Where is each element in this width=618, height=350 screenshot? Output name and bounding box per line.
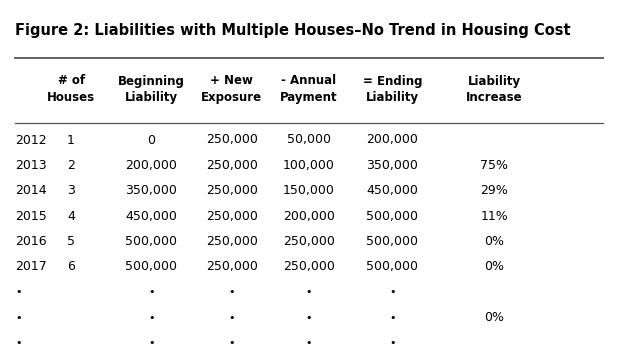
- Text: 11%: 11%: [481, 210, 508, 223]
- Text: 250,000: 250,000: [206, 184, 258, 197]
- Text: 1: 1: [67, 133, 75, 147]
- Text: 150,000: 150,000: [283, 184, 335, 197]
- Text: •: •: [389, 338, 396, 348]
- Text: 0%: 0%: [485, 260, 504, 273]
- Text: 2: 2: [67, 159, 75, 172]
- Text: 2012: 2012: [15, 133, 47, 147]
- Text: 200,000: 200,000: [366, 133, 418, 147]
- Text: 500,000: 500,000: [366, 235, 418, 248]
- Text: 200,000: 200,000: [283, 210, 335, 223]
- Text: 200,000: 200,000: [125, 159, 177, 172]
- Text: •: •: [306, 313, 312, 323]
- Text: •: •: [229, 287, 235, 297]
- Text: 450,000: 450,000: [366, 184, 418, 197]
- Text: •: •: [148, 338, 154, 348]
- Text: •: •: [148, 313, 154, 323]
- Text: •: •: [389, 313, 396, 323]
- Text: 500,000: 500,000: [125, 260, 177, 273]
- Text: 250,000: 250,000: [283, 235, 335, 248]
- Text: 250,000: 250,000: [206, 133, 258, 147]
- Text: 75%: 75%: [480, 159, 509, 172]
- Text: •: •: [15, 338, 22, 348]
- Text: •: •: [15, 313, 22, 323]
- Text: 2015: 2015: [15, 210, 47, 223]
- Text: •: •: [389, 287, 396, 297]
- Text: 350,000: 350,000: [125, 184, 177, 197]
- Text: •: •: [306, 338, 312, 348]
- Text: 500,000: 500,000: [125, 235, 177, 248]
- Text: •: •: [229, 338, 235, 348]
- Text: 250,000: 250,000: [206, 260, 258, 273]
- Text: 4: 4: [67, 210, 75, 223]
- Text: 0%: 0%: [485, 311, 504, 324]
- Text: Liability
Increase: Liability Increase: [466, 75, 523, 104]
- Text: Figure 2: Liabilities with Multiple Houses–No Trend in Housing Cost: Figure 2: Liabilities with Multiple Hous…: [15, 23, 571, 38]
- Text: 250,000: 250,000: [283, 260, 335, 273]
- Text: - Annual
Payment: - Annual Payment: [280, 75, 338, 104]
- Text: •: •: [306, 287, 312, 297]
- Text: 350,000: 350,000: [366, 159, 418, 172]
- Text: 0: 0: [148, 133, 155, 147]
- Text: 50,000: 50,000: [287, 133, 331, 147]
- Text: 100,000: 100,000: [283, 159, 335, 172]
- Text: •: •: [15, 287, 22, 297]
- Text: •: •: [148, 287, 154, 297]
- Text: + New
Exposure: + New Exposure: [201, 75, 262, 104]
- Text: 29%: 29%: [481, 184, 508, 197]
- Text: 2017: 2017: [15, 260, 47, 273]
- Text: 2016: 2016: [15, 235, 47, 248]
- Text: 5: 5: [67, 235, 75, 248]
- Text: 500,000: 500,000: [366, 260, 418, 273]
- Text: 250,000: 250,000: [206, 235, 258, 248]
- Text: # of
Houses: # of Houses: [47, 75, 95, 104]
- Text: •: •: [229, 313, 235, 323]
- Text: 6: 6: [67, 260, 75, 273]
- Text: 250,000: 250,000: [206, 159, 258, 172]
- Text: 2013: 2013: [15, 159, 47, 172]
- Text: 3: 3: [67, 184, 75, 197]
- Text: = Ending
Liability: = Ending Liability: [363, 75, 422, 104]
- Text: 250,000: 250,000: [206, 210, 258, 223]
- Text: 2014: 2014: [15, 184, 47, 197]
- Text: 0%: 0%: [485, 235, 504, 248]
- Text: Beginning
Liability: Beginning Liability: [118, 75, 185, 104]
- Text: 450,000: 450,000: [125, 210, 177, 223]
- Text: 500,000: 500,000: [366, 210, 418, 223]
